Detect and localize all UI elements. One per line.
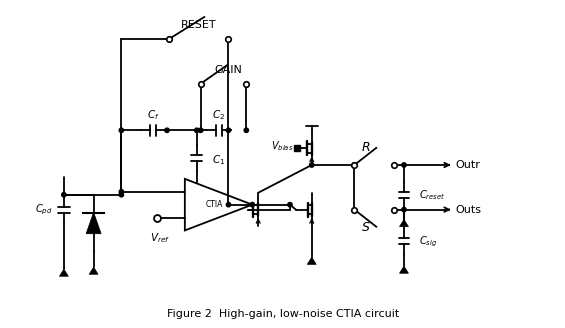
Circle shape xyxy=(310,163,314,167)
Text: $V_{bias}$: $V_{bias}$ xyxy=(271,139,294,153)
Text: $C_2$: $C_2$ xyxy=(212,109,225,122)
Circle shape xyxy=(288,202,292,207)
Polygon shape xyxy=(192,182,201,189)
Circle shape xyxy=(226,128,231,133)
Text: R: R xyxy=(362,141,371,154)
Text: CTIA: CTIA xyxy=(206,200,223,209)
Polygon shape xyxy=(59,269,68,276)
Polygon shape xyxy=(307,257,316,264)
Circle shape xyxy=(62,193,66,197)
Circle shape xyxy=(119,128,124,133)
Circle shape xyxy=(352,163,357,167)
Text: $C_1$: $C_1$ xyxy=(212,153,225,167)
Polygon shape xyxy=(399,266,408,273)
Circle shape xyxy=(119,193,124,197)
Text: $V_{ref}$: $V_{ref}$ xyxy=(150,232,170,245)
Circle shape xyxy=(250,202,254,207)
Text: Outs: Outs xyxy=(455,205,481,215)
Circle shape xyxy=(198,128,203,133)
Polygon shape xyxy=(86,212,101,234)
Text: S: S xyxy=(362,221,370,234)
Circle shape xyxy=(402,163,406,167)
Text: GAIN: GAIN xyxy=(215,65,242,75)
Text: Outr: Outr xyxy=(455,160,480,170)
Polygon shape xyxy=(399,219,408,227)
Polygon shape xyxy=(89,267,98,274)
Circle shape xyxy=(165,128,169,133)
Circle shape xyxy=(194,128,199,133)
Circle shape xyxy=(226,202,231,207)
Circle shape xyxy=(119,190,124,194)
Text: $C_{reset}$: $C_{reset}$ xyxy=(419,188,445,202)
Circle shape xyxy=(244,128,249,133)
Circle shape xyxy=(352,163,357,167)
Polygon shape xyxy=(185,179,252,231)
Text: RESET: RESET xyxy=(181,20,216,30)
Text: Figure 2  High-gain, low-noise CTIA circuit: Figure 2 High-gain, low-noise CTIA circu… xyxy=(167,309,399,319)
Text: $C_f$: $C_f$ xyxy=(147,109,159,122)
Circle shape xyxy=(402,207,406,212)
Text: $C_{sig}$: $C_{sig}$ xyxy=(419,234,437,249)
Text: $C_{pd}$: $C_{pd}$ xyxy=(35,202,53,217)
